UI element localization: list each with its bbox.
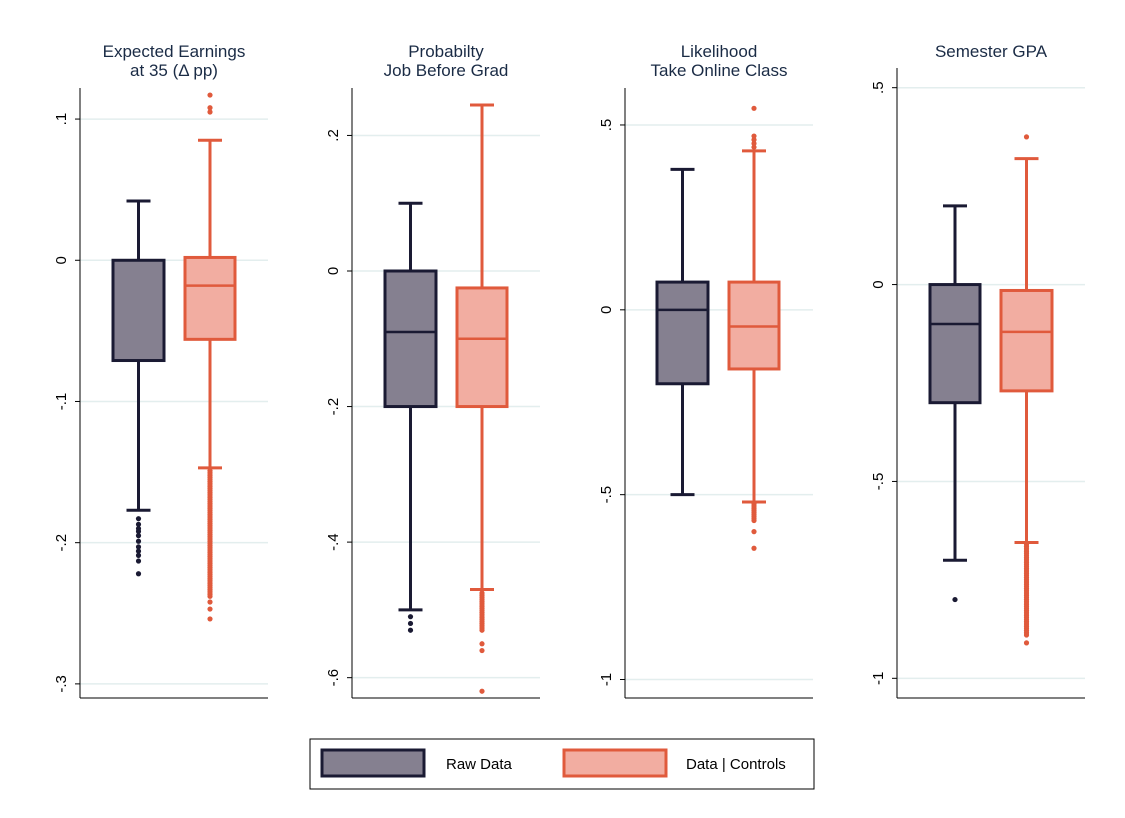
y-tick-label: .5 xyxy=(870,81,887,94)
outlier-point xyxy=(207,593,213,599)
outlier-point xyxy=(207,105,213,111)
box-data-controls xyxy=(727,105,781,551)
outlier-point xyxy=(479,627,485,633)
outlier-point xyxy=(207,92,213,98)
outlier-point xyxy=(751,529,757,535)
panel-title-line: Semester GPA xyxy=(935,42,1048,61)
outlier-point xyxy=(135,528,142,534)
outlier-point xyxy=(751,137,757,143)
y-tick-label: -.2 xyxy=(53,534,70,552)
outlier-point xyxy=(207,109,213,115)
outlier-point xyxy=(135,571,142,577)
iqr-box xyxy=(383,269,438,409)
chart-panel: Semester GPA .5 0 -.5 -1 xyxy=(870,42,1085,699)
y-tick-label: 0 xyxy=(325,267,342,275)
y-tick-label: 0 xyxy=(598,306,615,314)
outlier-point xyxy=(751,517,757,524)
box-data-controls xyxy=(455,103,509,694)
outlier-point xyxy=(1023,640,1030,646)
iqr-box xyxy=(183,255,237,341)
iqr-box xyxy=(928,283,982,405)
y-tick-label: -.2 xyxy=(325,398,342,416)
outlier-point xyxy=(407,620,414,627)
outlier-point xyxy=(135,544,142,550)
outlier-point xyxy=(479,688,485,694)
panel-title-line: Likelihood xyxy=(681,42,758,61)
box-raw-data xyxy=(383,201,438,633)
legend-swatch-raw-data xyxy=(320,748,426,778)
outlier-point xyxy=(479,641,485,647)
y-tick-label: 0 xyxy=(53,256,70,264)
y-tick-label: -.3 xyxy=(53,675,70,693)
box-raw-data xyxy=(655,167,710,497)
outlier-point xyxy=(135,548,142,554)
legend-label-data-controls: Data | Controls xyxy=(686,756,786,773)
panel-title-line: Expected Earnings xyxy=(103,42,246,61)
outlier-point xyxy=(751,140,757,147)
panel-title-line: Job Before Grad xyxy=(384,61,509,80)
y-tick-label: -.4 xyxy=(325,533,342,551)
outlier-point xyxy=(135,538,142,544)
legend-label-raw-data: Raw Data xyxy=(446,756,513,773)
outlier-point xyxy=(207,616,213,622)
box-data-controls xyxy=(999,134,1054,646)
iqr-box xyxy=(455,286,509,409)
panel-title-line: at 35 (Δ pp) xyxy=(130,61,218,80)
outlier-point xyxy=(135,516,142,522)
box-raw-data xyxy=(111,199,166,577)
y-tick-label: -.5 xyxy=(598,486,615,504)
outlier-point xyxy=(407,627,414,633)
outlier-point xyxy=(751,133,757,139)
panel-title-line: Probabilty xyxy=(408,42,484,61)
outlier-point xyxy=(207,606,213,612)
y-tick-label: .2 xyxy=(325,129,342,142)
outlier-point xyxy=(1023,632,1030,638)
y-tick-label: .5 xyxy=(598,119,615,132)
outlier-point xyxy=(1023,134,1030,140)
iqr-box xyxy=(111,258,166,363)
outlier-point xyxy=(751,545,757,551)
outlier-point xyxy=(135,533,142,539)
outlier-point xyxy=(135,521,142,527)
box-data-controls xyxy=(183,92,237,622)
outlier-point xyxy=(751,144,757,150)
outlier-point xyxy=(135,552,142,558)
box-raw-data xyxy=(928,204,982,603)
iqr-box xyxy=(999,288,1054,393)
outlier-point xyxy=(751,105,757,111)
legend: Raw Data Data | Controls xyxy=(309,738,815,790)
outlier-point xyxy=(479,647,485,654)
outlier-point xyxy=(407,614,414,620)
y-tick-label: -.6 xyxy=(325,669,342,687)
y-tick-label: -1 xyxy=(870,672,887,685)
y-tick-label: 0 xyxy=(870,280,887,288)
outlier-point xyxy=(207,599,213,605)
outlier-point xyxy=(952,596,958,603)
iqr-box xyxy=(655,280,710,386)
y-tick-label: .1 xyxy=(53,113,70,126)
panel-title-line: Take Online Class xyxy=(650,61,787,80)
legend-swatch-data-controls xyxy=(562,748,668,778)
y-tick-label: -.5 xyxy=(870,473,887,491)
y-tick-label: -.1 xyxy=(53,393,70,411)
outlier-point xyxy=(135,558,142,564)
y-tick-label: -1 xyxy=(598,673,615,686)
